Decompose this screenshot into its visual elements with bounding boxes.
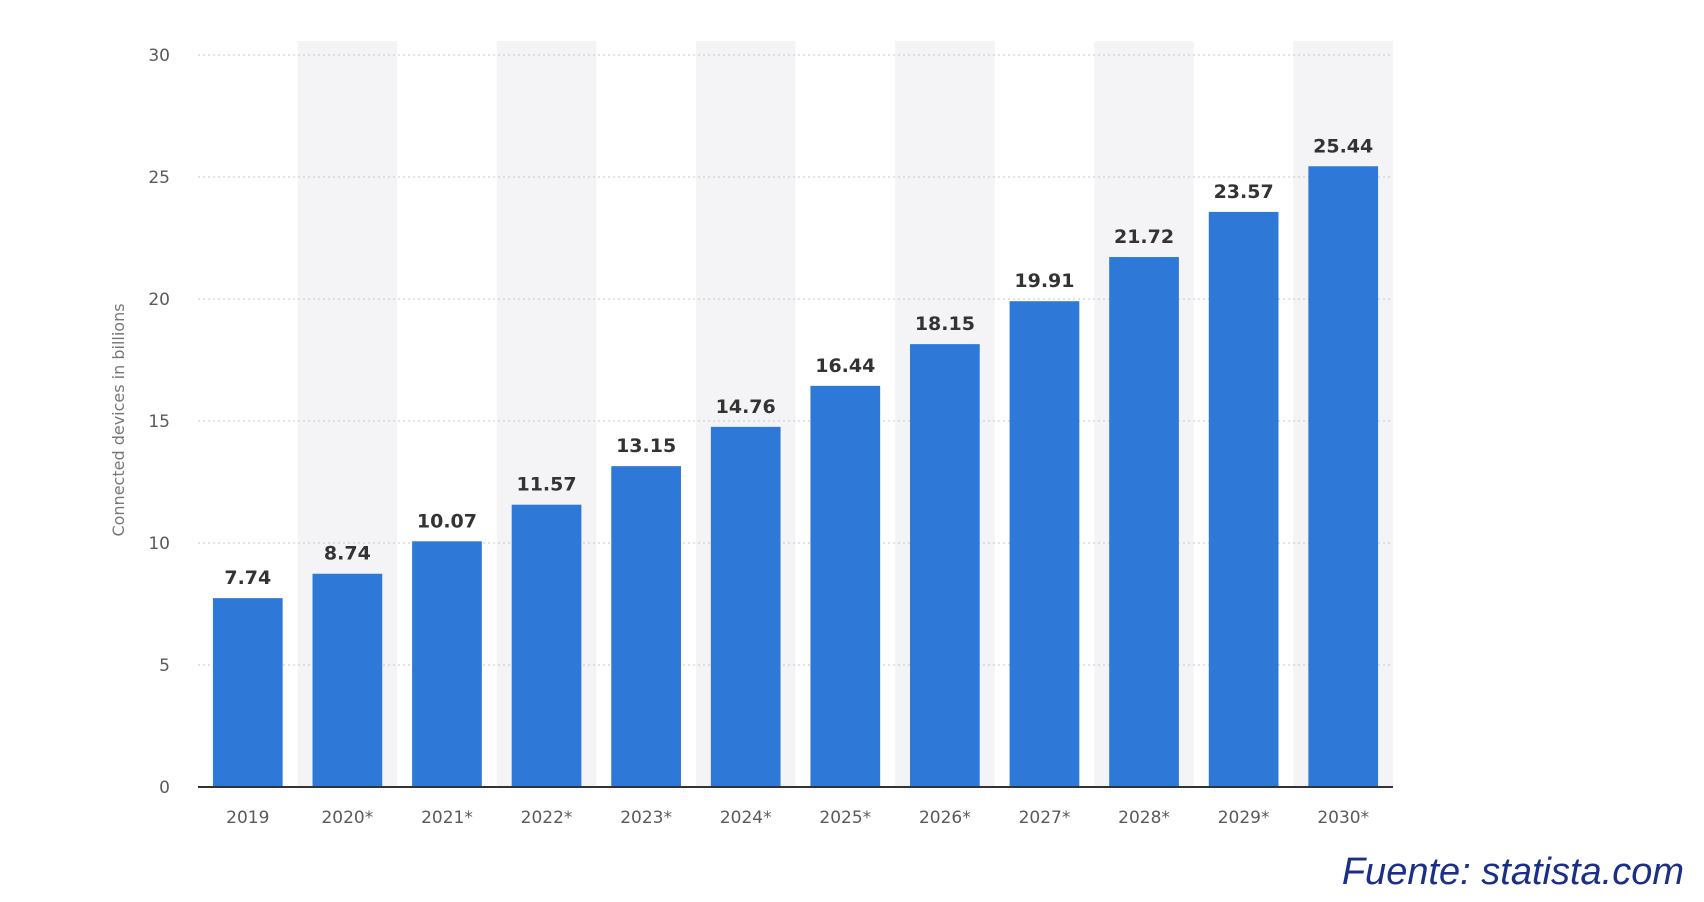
data-label: 10.07	[417, 510, 477, 532]
bar	[312, 573, 383, 787]
y-tick-label: 25	[148, 168, 170, 188]
data-label: 18.15	[915, 313, 975, 335]
x-tick-label: 2027*	[1019, 808, 1071, 828]
data-label: 11.57	[516, 474, 576, 496]
data-label: 21.72	[1114, 226, 1174, 248]
bar	[910, 344, 980, 787]
data-label: 13.15	[616, 435, 676, 457]
source-label: Fuente: statista.com	[1341, 851, 1684, 893]
y-tick-label: 15	[148, 412, 170, 432]
bar	[611, 466, 681, 787]
x-tick-label: 2020*	[321, 808, 373, 828]
x-tick-label: 2023*	[620, 808, 672, 828]
x-tick-label: 2022*	[521, 808, 573, 828]
bar	[511, 504, 582, 787]
data-label: 19.91	[1014, 270, 1074, 292]
bar	[1009, 301, 1080, 787]
x-tick-label: 2021*	[421, 808, 473, 828]
x-tick-label: 2029*	[1218, 808, 1270, 828]
x-axis-ticks: 2019 2020* 2021* 2022* 2023* 2024* 2025* 2026* 2…	[226, 808, 1369, 828]
data-label: 25.44	[1313, 135, 1373, 157]
data-label: 23.57	[1214, 181, 1274, 203]
x-tick-label: 2026*	[919, 808, 971, 828]
y-tick-label: 30	[148, 46, 170, 66]
data-labels: 7.74 8.74 10.07 11.57 13.15 14.76 16.44 18.15 19…	[224, 135, 1373, 589]
y-axis-title: Connected devices in billions	[109, 303, 128, 536]
bar	[710, 426, 781, 787]
bars	[212, 166, 1379, 788]
bar	[1308, 166, 1379, 788]
data-label: 16.44	[815, 355, 875, 377]
x-tick-label: 2028*	[1118, 808, 1170, 828]
bar	[212, 598, 283, 787]
x-tick-label: 2025*	[819, 808, 871, 828]
data-label: 14.76	[716, 396, 776, 418]
y-tick-label: 0	[159, 778, 170, 798]
x-tick-label: 2024*	[720, 808, 772, 828]
y-tick-label: 10	[148, 534, 170, 554]
bar	[412, 541, 482, 787]
y-tick-label: 20	[148, 290, 170, 310]
data-label: 7.74	[224, 567, 271, 589]
bar	[1208, 211, 1279, 788]
gridlines	[198, 54, 1393, 666]
bar	[1109, 257, 1179, 788]
bar	[810, 385, 881, 787]
y-axis-ticks: 0 5 10 15 20 25 30	[148, 46, 170, 798]
x-tick-label: 2019	[226, 808, 269, 828]
y-tick-label: 5	[159, 656, 170, 676]
x-tick-label: 2030*	[1317, 808, 1369, 828]
data-label: 8.74	[324, 543, 371, 565]
